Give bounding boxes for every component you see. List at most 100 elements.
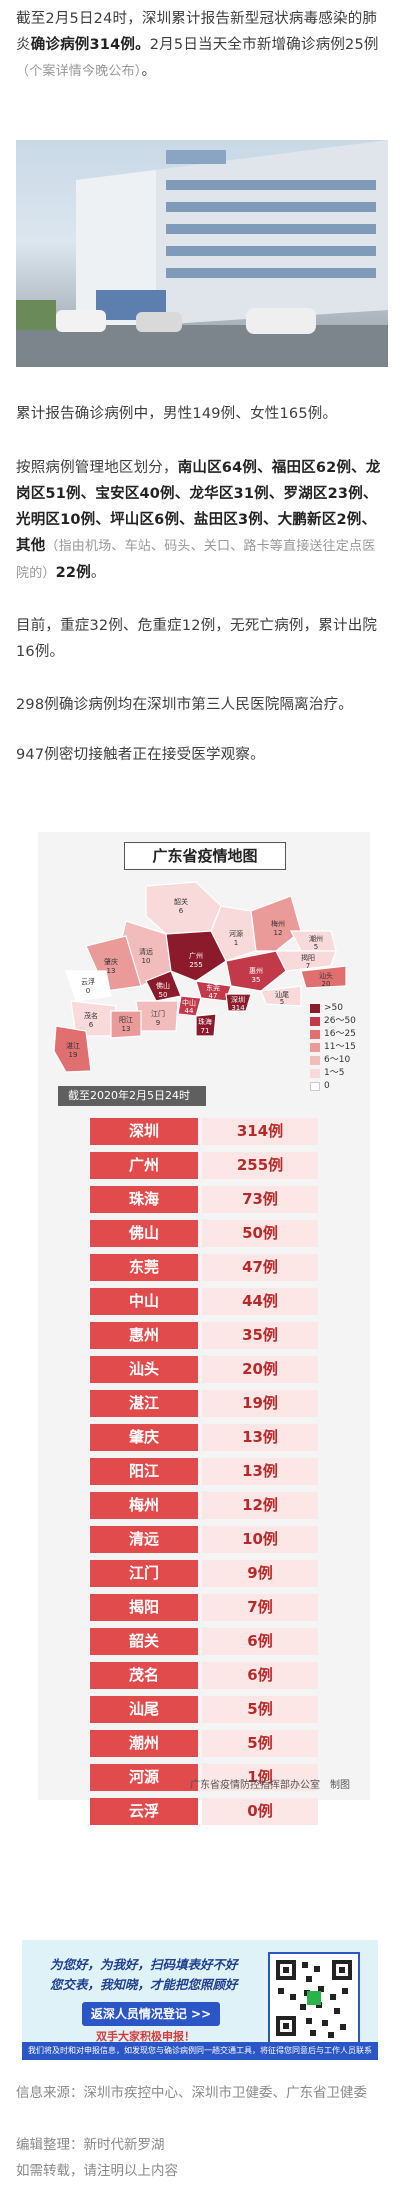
city-cell: 河源 xyxy=(90,1764,198,1791)
district-highlight: 南山区64例、福田区62例、龙岗区51例、宝安区40例、龙华区31例、罗湖区23… xyxy=(16,460,381,554)
svg-text:5: 5 xyxy=(280,998,284,1006)
table-row: 深圳 314例 xyxy=(90,1118,318,1145)
svg-text:清远: 清远 xyxy=(139,947,153,956)
svg-text:广州: 广州 xyxy=(189,951,203,960)
svg-text:东莞: 东莞 xyxy=(206,983,220,992)
severity-text: 目前，重症32例、危重症12例，无死亡病例，累计出院16例。 xyxy=(16,618,378,660)
svg-text:6: 6 xyxy=(179,907,184,915)
table-row: 湛江 19例 xyxy=(90,1390,318,1417)
city-cell: 中山 xyxy=(90,1288,198,1315)
contacts-paragraph: 947例密切接触者正在接受医学观察。 xyxy=(16,742,388,768)
table-row: 东莞 47例 xyxy=(90,1254,318,1281)
svg-text:0: 0 xyxy=(86,987,90,995)
district-text: 按照病例管理地区划分， xyxy=(16,460,178,476)
svg-text:13: 13 xyxy=(107,967,116,975)
legend-swatch xyxy=(310,1043,320,1052)
count-cell: 0例 xyxy=(202,1798,318,1825)
chart-credit: 广东省疫情防控指挥部办公室 制图 xyxy=(190,1780,350,1791)
table-row: 茂名 6例 xyxy=(90,1662,318,1689)
city-cell: 潮州 xyxy=(90,1730,198,1757)
legend-label: 0 xyxy=(324,1081,330,1091)
count-cell: 12例 xyxy=(202,1492,318,1519)
svg-text:7: 7 xyxy=(306,962,310,970)
hospital-building-image xyxy=(16,140,388,367)
svg-text:314: 314 xyxy=(231,1004,245,1012)
city-cell: 佛山 xyxy=(90,1220,198,1247)
svg-text:12: 12 xyxy=(274,929,283,937)
legend-swatch xyxy=(310,1004,320,1013)
city-cell: 揭阳 xyxy=(90,1594,198,1621)
table-row: 珠海 73例 xyxy=(90,1186,318,1213)
register-button[interactable]: 返深人员情况登记 >> xyxy=(82,2002,220,2026)
legend-swatch xyxy=(310,1056,320,1065)
svg-text:13: 13 xyxy=(122,1025,131,1033)
count-cell: 314例 xyxy=(202,1118,318,1145)
legend-label: >50 xyxy=(324,1003,343,1013)
legend-item: 11～15 xyxy=(310,1041,370,1054)
severity-paragraph: 目前，重症32例、危重症12例，无死亡病例，累计出院16例。 xyxy=(16,613,388,665)
district-note: （指由机场、车站、码头、关口、路卡等直接送往定点医院的） xyxy=(16,539,376,581)
svg-text:梅州: 梅州 xyxy=(271,919,285,928)
svg-text:深圳: 深圳 xyxy=(231,995,245,1004)
map-legend: >50 26～50 16～25 11～15 6～10 1～5 0 xyxy=(310,1002,370,1093)
legend-label: 1～5 xyxy=(324,1068,345,1078)
footer-editor: 编辑整理：新时代新罗湖 xyxy=(16,2137,165,2153)
city-cell: 汕头 xyxy=(90,1356,198,1383)
qr-code-icon[interactable] xyxy=(268,1952,360,2044)
table-row: 梅州 12例 xyxy=(90,1492,318,1519)
city-cell: 汕尾 xyxy=(90,1696,198,1723)
svg-text:255: 255 xyxy=(189,961,202,969)
count-cell: 10例 xyxy=(202,1526,318,1553)
svg-text:汕头: 汕头 xyxy=(319,971,333,980)
intro-text: 截至2月5日24时，深圳累计报告新型冠状病毒感染的肺炎 xyxy=(16,11,378,53)
city-cell: 东莞 xyxy=(90,1254,198,1281)
legend-item: 1～5 xyxy=(310,1067,370,1080)
table-row: 肇庆 13例 xyxy=(90,1424,318,1451)
svg-text:6: 6 xyxy=(89,1021,94,1029)
count-cell: 5例 xyxy=(202,1730,318,1757)
contacts-text: 947例密切接触者正在接受医学观察。 xyxy=(16,747,265,763)
city-cell: 深圳 xyxy=(90,1118,198,1145)
registration-banner[interactable]: 为您好，为我好，扫码填表好不好 您交表，我知晓，才能把您照顾好 返深人员情况登记… xyxy=(22,1940,378,2060)
count-cell: 7例 xyxy=(202,1594,318,1621)
hospital-text: 298例确诊病例均在深圳市第三人民医院隔离治疗。 xyxy=(16,697,353,713)
legend-item: 0 xyxy=(310,1080,370,1093)
table-row: 河源 1例 xyxy=(90,1764,318,1791)
footer-reprint: 如需转载，请注明以上内容 xyxy=(16,2163,178,2179)
count-cell: 20例 xyxy=(202,1356,318,1383)
count-cell: 35例 xyxy=(202,1322,318,1349)
legend-label: 6～10 xyxy=(324,1055,351,1065)
svg-text:阳江: 阳江 xyxy=(119,1015,133,1024)
svg-text:茂名: 茂名 xyxy=(84,1011,98,1020)
city-cell: 阳江 xyxy=(90,1458,198,1485)
count-cell: 6例 xyxy=(202,1628,318,1655)
count-cell: 5例 xyxy=(202,1696,318,1723)
legend-label: 26～50 xyxy=(324,1016,356,1026)
map-title: 广东省疫情地图 xyxy=(124,842,286,870)
city-cell: 清远 xyxy=(90,1526,198,1553)
svg-text:19: 19 xyxy=(69,1051,78,1059)
banner-line-2: 您交表，我知晓，才能把您照顾好 xyxy=(50,1977,238,1992)
svg-text:潮州: 潮州 xyxy=(309,934,323,943)
table-row: 江门 9例 xyxy=(90,1560,318,1587)
banner-line-1: 为您好，为我好，扫码填表好不好 xyxy=(50,1957,238,1972)
table-row: 云浮 0例 xyxy=(90,1798,318,1825)
table-row: 惠州 35例 xyxy=(90,1322,318,1349)
city-cell: 珠海 xyxy=(90,1186,198,1213)
gender-paragraph: 累计报告确诊病例中，男性149例、女性165例。 xyxy=(16,401,388,427)
svg-text:44: 44 xyxy=(185,1007,194,1015)
legend-label: 11～15 xyxy=(324,1042,356,1052)
city-cell: 云浮 xyxy=(90,1798,198,1825)
district-other-count: 22例 xyxy=(55,565,91,581)
table-row: 佛山 50例 xyxy=(90,1220,318,1247)
table-row: 中山 44例 xyxy=(90,1288,318,1315)
banner-strip: 我们将及时和对申报信息，如发现您与确诊病例同一趟交通工具，将征得您同意后与工作人… xyxy=(22,2042,378,2060)
legend-swatch xyxy=(310,1017,320,1026)
cases-table: 深圳 314例 广州 255例 珠海 73例 佛山 50例 东莞 47例 中山 44例 惠州… xyxy=(90,1118,318,1832)
svg-text:韶关: 韶关 xyxy=(174,897,188,906)
count-cell: 13例 xyxy=(202,1458,318,1485)
table-row: 广州 255例 xyxy=(90,1152,318,1179)
count-cell: 47例 xyxy=(202,1254,318,1281)
